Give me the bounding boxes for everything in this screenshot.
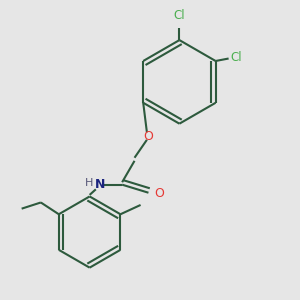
Text: O: O — [154, 187, 164, 200]
Text: O: O — [143, 130, 153, 142]
Text: H: H — [85, 178, 93, 188]
Text: Cl: Cl — [174, 9, 185, 22]
Text: Cl: Cl — [230, 51, 242, 64]
Text: N: N — [95, 178, 105, 190]
